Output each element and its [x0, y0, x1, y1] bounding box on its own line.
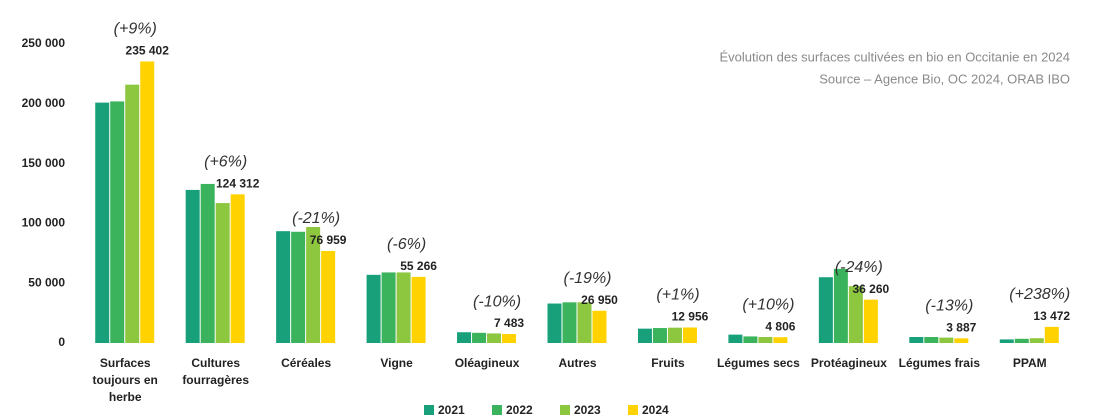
bar: [230, 194, 245, 343]
x-tick-label: Fruits: [651, 356, 685, 370]
bar: [95, 102, 110, 343]
y-tick-label: 200 000: [22, 96, 66, 110]
bar: [939, 337, 954, 343]
change-label: (-13%): [925, 298, 973, 315]
value-label: 36 260: [853, 282, 890, 296]
x-tick-label: Cultures fourragères: [182, 356, 250, 387]
change-label: (-10%): [473, 293, 521, 310]
x-tick-label: Légumes secs: [717, 356, 800, 370]
bar: [818, 277, 833, 343]
legend-swatch: [560, 405, 570, 415]
bar: [366, 274, 381, 343]
change-label: (+6%): [204, 154, 247, 171]
bar: [381, 272, 396, 343]
chart-title: Évolution des surfaces cultivées en bio …: [720, 49, 1071, 64]
bar: [833, 268, 848, 343]
chart-subtitle: Source – Agence Bio, OC 2024, ORAB IBO: [819, 71, 1070, 86]
value-label: 235 402: [126, 44, 170, 58]
bar: [276, 231, 291, 343]
y-tick-label: 100 000: [22, 216, 66, 230]
bar: [562, 302, 577, 343]
bar: [110, 101, 125, 344]
bar: [215, 203, 230, 343]
bar: [758, 337, 773, 343]
bar: [924, 337, 939, 343]
x-tick-label: Légumes frais: [898, 356, 980, 370]
value-label: 4 806: [765, 319, 795, 333]
bar: [743, 336, 758, 343]
bar: [909, 337, 924, 343]
change-label: (-21%): [292, 210, 340, 227]
bar: [185, 189, 200, 343]
bar: [682, 327, 697, 343]
bar: [321, 250, 336, 343]
x-tick-label: Céréales: [281, 356, 332, 370]
bar: [592, 310, 607, 343]
legend-swatch: [424, 405, 434, 415]
bar: [1029, 338, 1044, 343]
bar: [396, 272, 411, 343]
bar: [457, 332, 472, 343]
bar: [637, 328, 652, 343]
x-tick-label: Surfaces toujours en herbe: [92, 356, 158, 404]
legend-swatch: [628, 405, 638, 415]
value-label: 124 312: [216, 176, 260, 190]
x-tick-label: Oléagineux: [454, 356, 520, 370]
x-tick-label: Protéagineux: [810, 356, 887, 370]
value-label: 7 483: [494, 316, 524, 330]
value-label: 55 266: [400, 259, 437, 273]
x-tick-label: Vigne: [380, 356, 413, 370]
legend-label: 2023: [574, 403, 601, 417]
change-label: (+238%): [1009, 286, 1070, 303]
x-tick-label: Autres: [558, 356, 597, 370]
bar: [200, 183, 215, 343]
bar: [999, 339, 1014, 343]
bar: [1014, 338, 1029, 343]
value-label: 26 950: [581, 293, 618, 307]
change-label: (+9%): [114, 21, 157, 38]
change-label: (-19%): [563, 270, 611, 287]
legend-label: 2024: [642, 403, 669, 417]
bar: [652, 328, 667, 343]
legend-swatch: [492, 405, 502, 415]
value-label: 13 472: [1033, 309, 1070, 323]
bar: [140, 61, 155, 344]
change-label: (+1%): [656, 287, 699, 304]
x-tick-label: PPAM: [1012, 356, 1047, 370]
bar: [502, 334, 517, 343]
bar: [125, 84, 140, 343]
y-tick-label: 250 000: [22, 36, 66, 50]
y-tick-label: 0: [58, 335, 65, 349]
bar: [773, 337, 788, 343]
legend-label: 2021: [438, 403, 465, 417]
bar: [487, 333, 502, 343]
value-label: 12 956: [672, 310, 709, 324]
bar: [577, 302, 592, 343]
bar: [848, 286, 863, 343]
bar: [411, 276, 426, 343]
y-tick-label: 50 000: [28, 275, 65, 289]
legend-label: 2022: [506, 403, 533, 417]
change-label: (-24%): [835, 259, 883, 276]
value-label: 3 887: [946, 321, 976, 335]
bar: [1044, 326, 1059, 343]
bar: [472, 332, 487, 343]
bar: [547, 303, 562, 343]
bar: [306, 226, 321, 343]
bar: [291, 231, 306, 343]
change-label: (-6%): [387, 236, 426, 253]
bar: [863, 299, 878, 343]
change-label: (+10%): [742, 296, 794, 313]
bar: [954, 338, 969, 343]
bar: [667, 327, 682, 343]
value-label: 76 959: [310, 233, 347, 247]
y-tick-label: 150 000: [22, 156, 66, 170]
bar: [728, 334, 743, 343]
